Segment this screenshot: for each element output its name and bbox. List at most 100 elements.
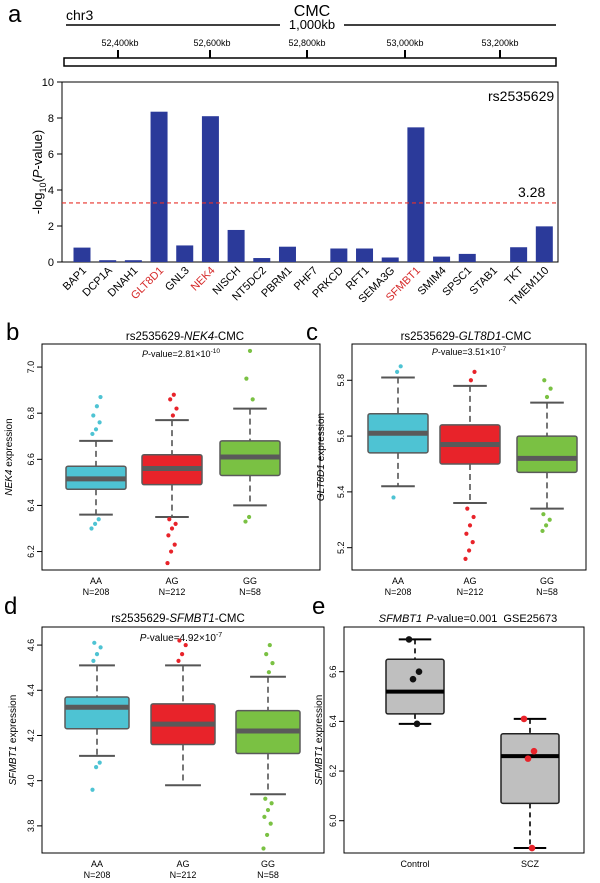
y-tick-label-e: 6.0: [328, 814, 338, 827]
outlier-d-ag: [183, 642, 188, 648]
panel-a: a chr3 CMC 1,000kb 52,400kb 52,600kb 52,…: [8, 1, 559, 308]
group-n-b: N=208: [83, 587, 110, 597]
y-axis-title-c: GLT8D1 expression: [316, 413, 327, 501]
panel-b-letter: b: [6, 319, 19, 346]
outlier-c-ag: [468, 378, 473, 383]
y-axis-b: 6.2 6.4 6.6 6.8 7.0: [26, 361, 42, 558]
bar-tkt: [510, 247, 528, 262]
group-n-b: N=212: [159, 587, 186, 597]
panel-b-title: rs2535629-NEK4-CMC: [126, 331, 244, 343]
outlier-d-aa: [92, 640, 97, 645]
ylabel-gene: SFMBT1: [8, 746, 19, 785]
outlier-d-aa: [98, 645, 103, 650]
outlier-d-aa: [97, 760, 102, 765]
outlier-b-gg: [247, 514, 252, 520]
outlier-c-ag: [463, 556, 468, 561]
plot-frame-b: [41, 343, 321, 571]
outlier-b-gg: [247, 348, 253, 354]
y-tick-label-a: 2: [48, 221, 54, 233]
bar-sema3g: [381, 257, 399, 262]
threshold-label: 3.28: [518, 184, 545, 200]
panel-c-title: rs2535629-GLT8D1-CMC: [401, 331, 532, 343]
group-n-d: N=212: [170, 870, 197, 880]
p-italic: P: [432, 347, 438, 357]
y-axis-title-e: SFMBT1 expression: [314, 695, 325, 786]
outlier-b-gg: [243, 519, 248, 524]
panel-e: e SFMBT1 P-value=0.001 GSE25673 6.06.26.46…: [312, 593, 585, 869]
y-tick-label-c: 5.8: [336, 374, 346, 387]
outlier-d-gg: [263, 796, 268, 801]
ylabel-subscript: 10: [38, 183, 48, 193]
group-labels-e: Control SCZ: [400, 859, 539, 869]
title-part: -CMC: [214, 331, 244, 343]
outlier-c-gg: [541, 512, 546, 517]
outlier-b-aa: [98, 394, 103, 400]
panel-e-letter: e: [312, 593, 325, 620]
point-e-scz: [520, 715, 528, 723]
point-e-control: [405, 636, 413, 643]
ylabel-text: expression: [314, 695, 325, 746]
title-gene: GLT8D1: [459, 331, 502, 343]
boxes-c: [367, 364, 578, 561]
ylabel-part: (: [30, 178, 45, 183]
outlier-c-ag: [467, 548, 472, 553]
box-d-aa: [64, 696, 130, 730]
group-label-d: GG: [261, 859, 275, 869]
p-text: -value=4.92×10: [146, 633, 216, 644]
y-tick-label-b: 6.2: [26, 545, 36, 558]
title-part: -CMC: [501, 331, 531, 343]
outlier-b-ag: [173, 521, 178, 526]
outlier-c-aa: [391, 495, 396, 500]
ylabel-part: -value): [30, 130, 45, 170]
bars-a: [73, 111, 553, 262]
p-exponent: -7: [216, 632, 222, 639]
panel-d: d rs2535629-SFMBT1-CMC P-value=4.92×10-7…: [4, 593, 325, 880]
bar-dnah1: [124, 260, 142, 262]
outlier-b-ag: [170, 413, 175, 418]
gene-labels-a: BAP1DCP1ADNAH1GLT8D1GNL3NEK4NISCHNT5DC2P…: [61, 264, 552, 308]
outlier-b-ag: [167, 517, 172, 522]
ylabel-gene: NEK4: [4, 469, 15, 496]
outlier-d-aa: [91, 658, 96, 664]
dataset-label: GSE25673: [503, 613, 557, 625]
ylabel-text: expression: [4, 418, 15, 469]
y-tick-label-c: 5.2: [336, 541, 346, 554]
bar-tmem110: [535, 226, 553, 262]
bar-smim4: [433, 256, 451, 262]
bar-bap1: [73, 247, 91, 262]
ylabel-text: expression: [316, 413, 327, 464]
group-label-d: AA: [91, 859, 103, 869]
outlier-b-ag: [172, 542, 177, 547]
group-label-b: AA: [90, 576, 102, 586]
outlier-b-ag: [168, 397, 173, 402]
boxes-e: [385, 636, 560, 852]
point-e-scz: [528, 844, 536, 852]
outlier-b-ag: [169, 526, 175, 531]
outlier-d-gg: [264, 652, 269, 657]
scale-label: 1,000kb: [289, 17, 335, 32]
y-tick-label-c: 5.4: [336, 486, 346, 499]
title-gene: NEK4: [184, 331, 214, 343]
snp-label: rs2535629: [488, 88, 554, 104]
title-part: rs2535629-: [401, 331, 459, 343]
outlier-c-aa: [395, 369, 400, 375]
point-e-control: [415, 668, 423, 676]
region-bar: [63, 57, 557, 67]
y-axis-a: 0 2 4 6 8 10: [42, 77, 62, 269]
outlier-d-ag: [176, 658, 181, 664]
outlier-c-gg: [540, 528, 545, 534]
p-text: -value=0.001: [434, 613, 498, 625]
p-exponent: -7: [500, 346, 506, 353]
bar-gnl3: [176, 245, 194, 262]
panel-b: b rs2535629-NEK4-CMC P-value=2.81×10-10 …: [4, 319, 321, 597]
group-label-b: AG: [165, 576, 178, 586]
outlier-d-gg: [262, 814, 267, 819]
y-tick-label-e: 6.4: [328, 715, 338, 728]
outlier-c-aa: [398, 364, 403, 369]
point-e-control: [409, 675, 417, 683]
title-part: rs2535629-: [111, 613, 169, 625]
box-e-scz: [500, 733, 560, 805]
plot-frame-e: [343, 626, 585, 854]
outlier-b-aa: [91, 413, 96, 418]
p-text: -value=3.51×10: [438, 347, 501, 357]
